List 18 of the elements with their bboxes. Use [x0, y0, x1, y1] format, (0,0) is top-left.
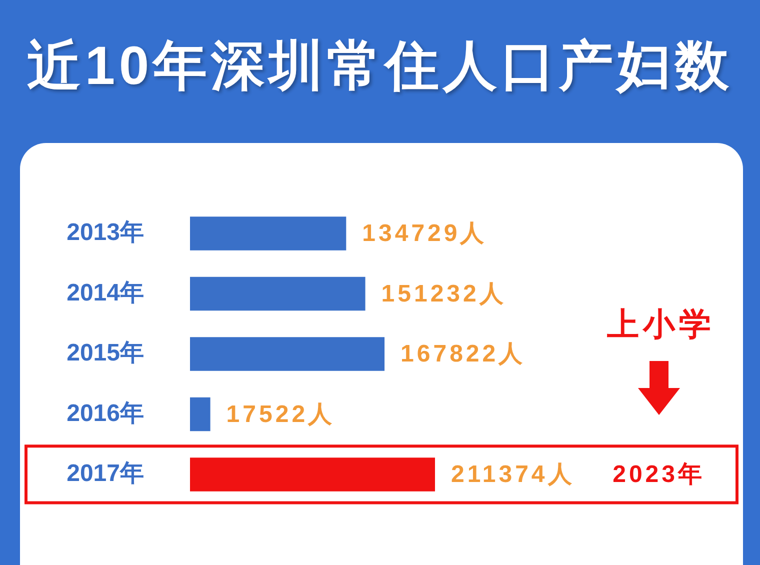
bar [190, 216, 346, 250]
data-label: 167822人 [400, 340, 526, 368]
text: 上小学 [606, 306, 715, 342]
y-tick-label: 2014年 [66, 279, 144, 306]
chart-title: 近10年深圳常住人口产妇数 [26, 35, 734, 98]
data-label: 151232人 [381, 280, 506, 308]
bar [190, 458, 435, 492]
y-tick-label: 2013年 [66, 219, 144, 246]
y-tick-label: 2015年 [66, 340, 144, 367]
bar [190, 276, 366, 311]
text: 2023年 [612, 461, 705, 488]
y-tick-label: 2017年 [66, 460, 144, 488]
data-label: 17522人 [226, 400, 336, 428]
bar [190, 397, 210, 432]
bar [190, 337, 385, 371]
data-label: 211374人 [451, 461, 575, 488]
y-tick-label: 2016年 [66, 400, 144, 427]
data-label: 134729人 [362, 220, 488, 248]
